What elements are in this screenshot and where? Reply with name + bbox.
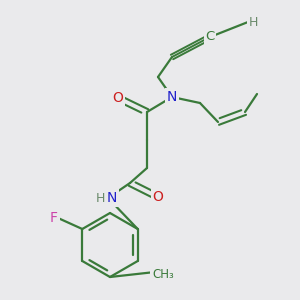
Text: N: N bbox=[107, 191, 117, 205]
Text: CH₃: CH₃ bbox=[152, 268, 174, 281]
Text: O: O bbox=[153, 190, 164, 204]
Text: O: O bbox=[112, 91, 123, 105]
Text: N: N bbox=[167, 90, 177, 104]
Text: F: F bbox=[50, 211, 58, 225]
Text: H: H bbox=[95, 191, 105, 205]
Text: H: H bbox=[248, 16, 258, 28]
Text: C: C bbox=[206, 31, 214, 44]
